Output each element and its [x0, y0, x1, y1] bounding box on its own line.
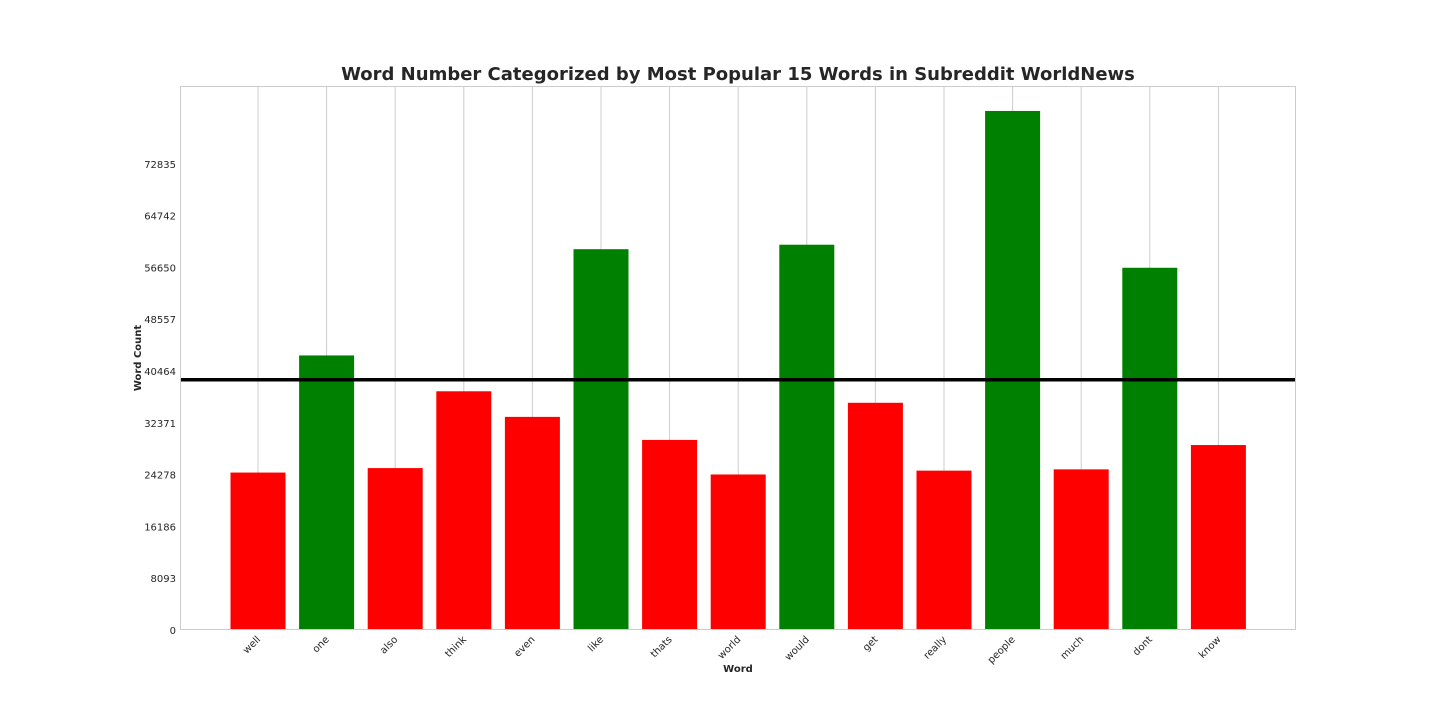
bar-well	[230, 472, 286, 630]
y-tick-label: 8093	[151, 574, 176, 585]
y-tick-label: 24278	[144, 471, 176, 482]
bar-like	[573, 249, 629, 630]
bar-world	[710, 474, 766, 630]
bar-much	[1053, 469, 1109, 630]
y-tick-label: 40464	[144, 367, 176, 378]
x-tick-label: one	[311, 634, 332, 655]
y-tick-label: 16186	[144, 522, 176, 533]
chart-title: Word Number Categorized by Most Popular …	[341, 64, 1135, 85]
bar-would	[779, 244, 835, 630]
x-tick-label: like	[586, 634, 606, 654]
x-tick-labels: well one also think even like thats world would g…	[241, 634, 1223, 666]
bar-really	[916, 470, 972, 630]
y-tick-label: 56650	[144, 263, 176, 274]
bar-thats	[642, 439, 698, 630]
x-tick-label: well	[241, 634, 263, 656]
bar-think	[436, 391, 492, 630]
bar-even	[504, 416, 560, 630]
x-tick-label: would	[783, 634, 812, 663]
y-tick-label: 32371	[144, 419, 176, 430]
axes-frame	[180, 86, 1296, 630]
x-tick-label: think	[443, 634, 469, 660]
x-tick-label: thats	[649, 634, 675, 660]
x-tick-label: really	[922, 634, 949, 661]
bar-also	[367, 468, 423, 630]
x-tick-label: much	[1059, 634, 1087, 662]
x-tick-label: dont	[1131, 634, 1155, 658]
bar-know	[1190, 445, 1246, 630]
x-tick-label: world	[716, 634, 743, 661]
x-tick-label: even	[512, 634, 537, 659]
bar-one	[299, 355, 355, 630]
y-tick-label: 64742	[144, 212, 176, 223]
x-tick-label: also	[378, 634, 400, 656]
plot-frame	[180, 86, 1296, 630]
bar-dont	[1122, 267, 1178, 630]
y-tick-label: 72835	[144, 160, 176, 171]
bar-people	[985, 110, 1041, 630]
y-tick-label: 0	[170, 626, 176, 637]
x-tick-label: know	[1197, 634, 1223, 660]
bars	[230, 110, 1246, 630]
x-tick-label: get	[861, 634, 880, 653]
y-tick-labels: 0 8093 16186 24278 32371 40464 48557 56650 64742…	[144, 160, 176, 637]
bar-get	[847, 402, 903, 630]
x-tick-label: people	[986, 634, 1018, 666]
y-tick-label: 48557	[144, 315, 176, 326]
x-axis-label: Word	[723, 664, 753, 675]
y-axis-label: Word Count	[133, 325, 144, 392]
